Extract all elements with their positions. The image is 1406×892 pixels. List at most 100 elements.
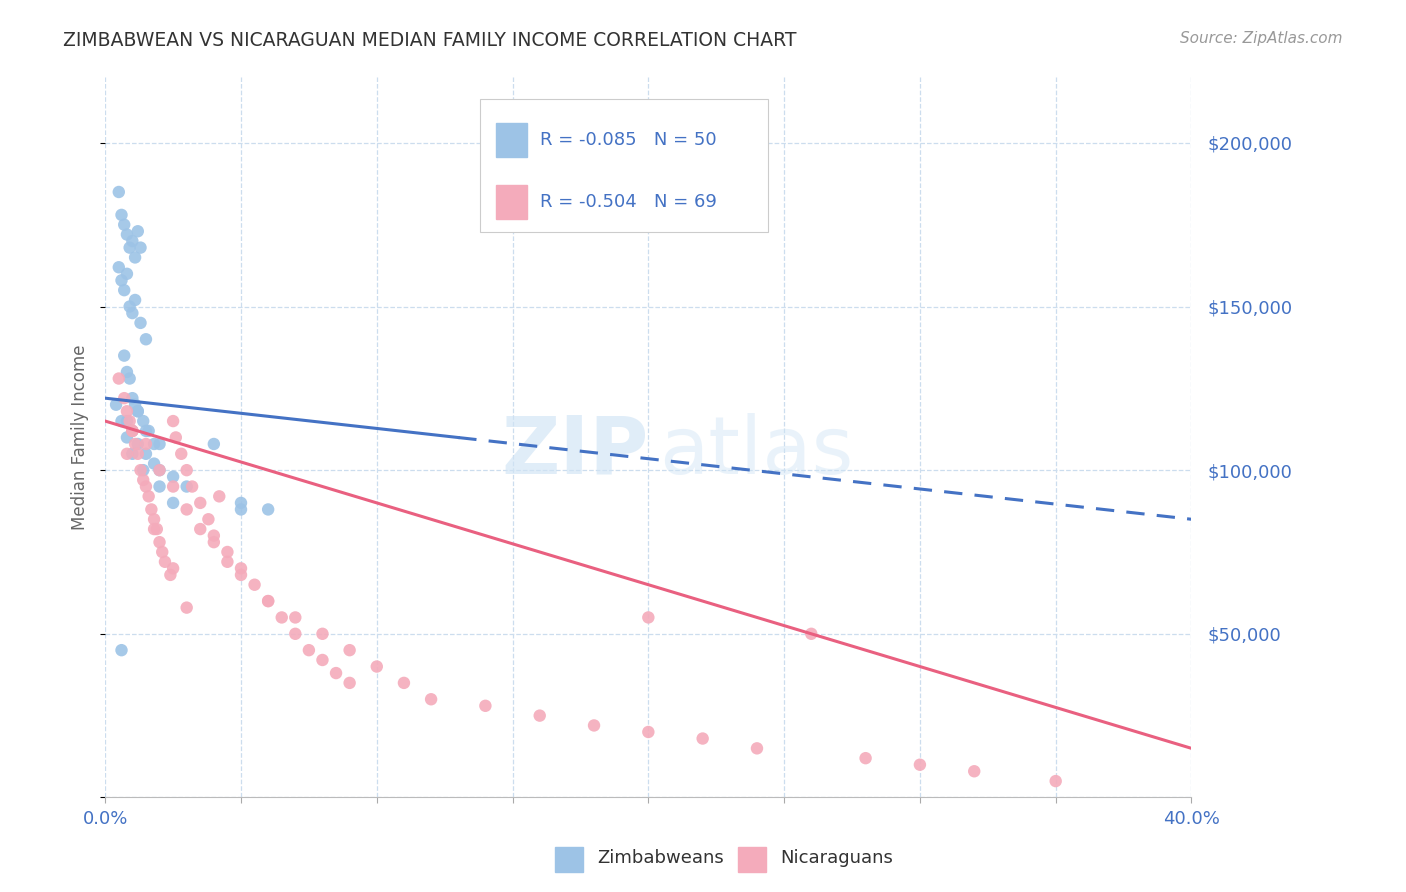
Text: Source: ZipAtlas.com: Source: ZipAtlas.com xyxy=(1180,31,1343,46)
Point xyxy=(146,522,169,536)
Point xyxy=(162,561,184,575)
Point xyxy=(153,555,176,569)
Point xyxy=(637,610,659,624)
Text: ZIP: ZIP xyxy=(501,413,648,491)
Point xyxy=(637,725,659,739)
Point xyxy=(138,489,160,503)
Point xyxy=(311,653,333,667)
Point xyxy=(298,643,321,657)
Point xyxy=(129,241,152,255)
Point xyxy=(110,208,132,222)
Point xyxy=(118,414,141,428)
Point xyxy=(529,708,551,723)
Point xyxy=(257,594,280,608)
Point xyxy=(143,522,166,536)
Point xyxy=(162,496,184,510)
Point xyxy=(420,692,443,706)
Point xyxy=(148,535,170,549)
Point xyxy=(745,741,768,756)
Point xyxy=(112,391,135,405)
Point xyxy=(162,469,184,483)
Text: R = -0.504   N = 69: R = -0.504 N = 69 xyxy=(540,193,717,211)
Point xyxy=(129,316,152,330)
Point xyxy=(202,528,225,542)
Point xyxy=(112,283,135,297)
Point xyxy=(188,522,211,536)
Point xyxy=(150,545,173,559)
Point xyxy=(127,404,149,418)
Point xyxy=(143,437,166,451)
Point xyxy=(107,260,129,275)
FancyBboxPatch shape xyxy=(479,99,768,232)
Point xyxy=(141,502,163,516)
Point xyxy=(1045,774,1067,789)
Text: atlas: atlas xyxy=(659,413,853,491)
Point xyxy=(135,447,157,461)
Y-axis label: Median Family Income: Median Family Income xyxy=(72,344,89,530)
Point xyxy=(121,424,143,438)
Point xyxy=(132,463,155,477)
Bar xyxy=(496,123,527,157)
Point xyxy=(105,398,128,412)
Point xyxy=(124,251,146,265)
Point xyxy=(115,414,138,428)
Bar xyxy=(496,185,527,219)
Point xyxy=(284,627,307,641)
Point xyxy=(162,479,184,493)
Point xyxy=(217,545,239,559)
Point xyxy=(115,430,138,444)
Point xyxy=(176,479,198,493)
Point xyxy=(127,224,149,238)
Point xyxy=(135,424,157,438)
Point xyxy=(135,332,157,346)
Point xyxy=(229,496,252,510)
Point xyxy=(197,512,219,526)
Point xyxy=(148,479,170,493)
Point xyxy=(124,398,146,412)
Point xyxy=(181,479,204,493)
Point xyxy=(229,561,252,575)
Point xyxy=(692,731,714,746)
Point xyxy=(110,643,132,657)
Point xyxy=(148,463,170,477)
Point xyxy=(188,496,211,510)
Point xyxy=(800,627,823,641)
Point xyxy=(392,676,415,690)
Point xyxy=(339,676,361,690)
Point xyxy=(229,568,252,582)
Point xyxy=(124,437,146,451)
Point xyxy=(118,371,141,385)
Point xyxy=(121,234,143,248)
Point xyxy=(115,227,138,242)
Point xyxy=(170,447,193,461)
Point xyxy=(143,457,166,471)
Point xyxy=(121,306,143,320)
Point xyxy=(159,568,181,582)
Point xyxy=(474,698,496,713)
Point xyxy=(115,267,138,281)
Point xyxy=(148,463,170,477)
Point xyxy=(366,659,388,673)
Point xyxy=(110,414,132,428)
Point xyxy=(127,437,149,451)
Point xyxy=(118,241,141,255)
Point xyxy=(107,371,129,385)
Point xyxy=(124,293,146,307)
Text: Zimbabweans: Zimbabweans xyxy=(598,849,724,867)
Point xyxy=(118,300,141,314)
Text: Nicaraguans: Nicaraguans xyxy=(780,849,893,867)
Point xyxy=(115,404,138,418)
Point xyxy=(257,594,280,608)
Point xyxy=(121,424,143,438)
Point xyxy=(115,365,138,379)
Point xyxy=(127,447,149,461)
Point xyxy=(165,430,187,444)
Point xyxy=(115,447,138,461)
Point xyxy=(176,502,198,516)
Point xyxy=(339,643,361,657)
Point xyxy=(908,757,931,772)
Point xyxy=(311,627,333,641)
Point xyxy=(129,463,152,477)
Text: R = -0.085   N = 50: R = -0.085 N = 50 xyxy=(540,131,716,149)
Point xyxy=(110,273,132,287)
